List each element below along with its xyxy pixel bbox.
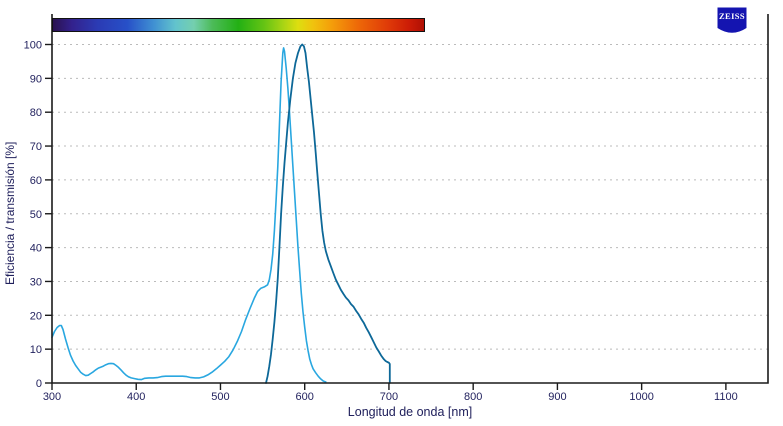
- x-tick-label: 1100: [714, 391, 738, 403]
- y-tick-label: 60: [30, 175, 42, 187]
- x-tick-label: 400: [127, 391, 145, 403]
- x-tick-label: 500: [211, 391, 229, 403]
- y-tick-label: 20: [30, 310, 42, 322]
- y-tick-label: 40: [30, 243, 42, 255]
- zeiss-logo: ZEISS: [717, 7, 747, 33]
- y-tick-label: 50: [30, 209, 42, 221]
- x-tick-label: 700: [380, 391, 398, 403]
- x-tick-label: 800: [464, 391, 482, 403]
- y-tick-label: 0: [36, 378, 42, 390]
- plot-frame: [51, 14, 769, 384]
- curve_light_blue: [51, 47, 327, 383]
- wavelength-spectrum-bar: [52, 18, 425, 32]
- x-tick-label: 1000: [629, 391, 653, 403]
- y-axis-title: Eficiencia / transmisión [%]: [3, 141, 17, 286]
- zeiss-logo-lens-shape: [717, 7, 747, 33]
- y-tick-label: 100: [24, 40, 42, 52]
- x-tick-label: 900: [548, 391, 566, 403]
- y-tick-label: 70: [30, 141, 42, 153]
- y-tick-label: 90: [30, 73, 42, 85]
- x-tick-label: 600: [296, 391, 314, 403]
- zeiss-logo-text: ZEISS: [719, 11, 745, 21]
- curve_dark_blue: [265, 43, 391, 384]
- y-tick-label: 30: [30, 276, 42, 288]
- y-tick-label: 80: [30, 107, 42, 119]
- x-axis-title: Longitud de onda [nm]: [347, 405, 473, 419]
- x-tick-label: 300: [43, 391, 61, 403]
- y-tick-label: 10: [30, 344, 42, 356]
